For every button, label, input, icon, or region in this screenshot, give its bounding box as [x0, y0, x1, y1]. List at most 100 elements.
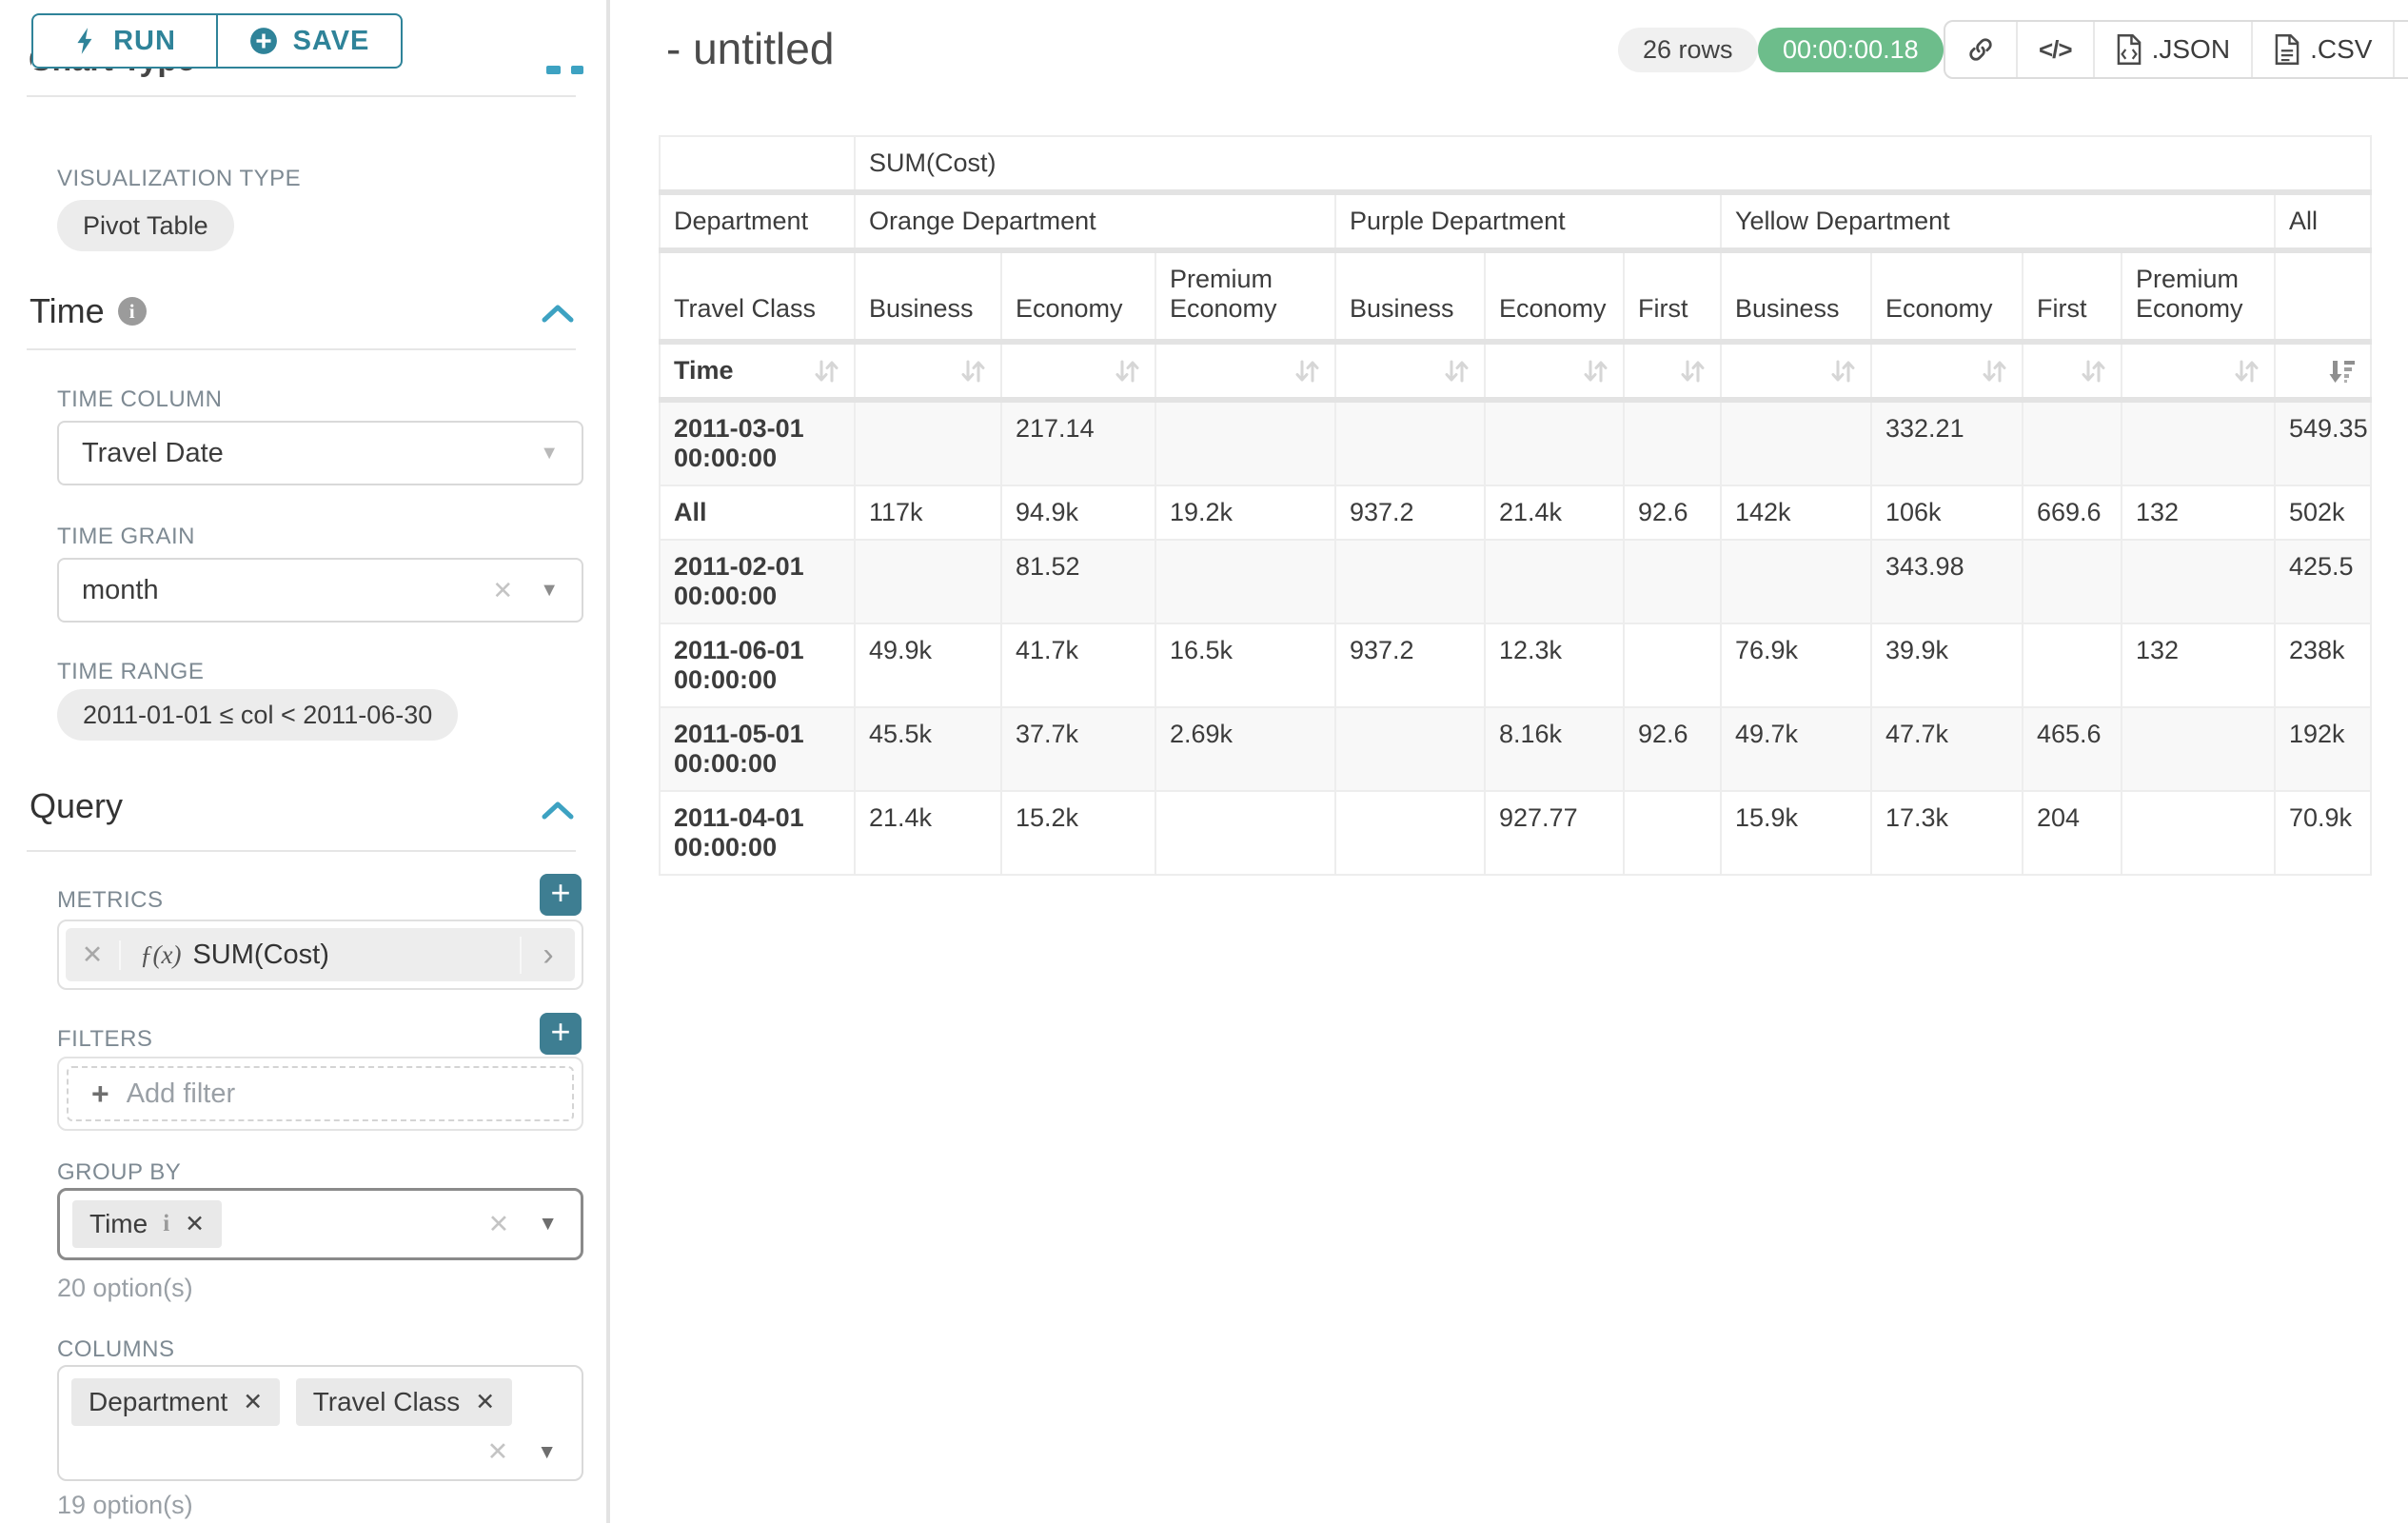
export-csv-button[interactable]: .CSV — [2253, 22, 2396, 77]
sort-icon[interactable] — [1113, 357, 1141, 386]
caret-down-icon[interactable]: ▼ — [537, 1440, 557, 1463]
pivot-value-cell: 937.2 — [1334, 485, 1486, 541]
sort-icon[interactable] — [1678, 357, 1707, 386]
pivot-value-cell: 49.9k — [854, 623, 1002, 708]
pivot-value-cell: 332.21 — [1870, 399, 2023, 486]
metric-body: ƒ(x) SUM(Cost) — [121, 940, 520, 971]
run-button[interactable]: RUN — [31, 13, 217, 69]
save-button[interactable]: SAVE — [217, 13, 403, 69]
sort-icon[interactable] — [812, 357, 840, 386]
pivot-value-cell: 39.9k — [1870, 623, 2023, 708]
link-icon — [1969, 38, 1992, 61]
select-controls: ✕ ▼ — [488, 1210, 558, 1239]
chart-title[interactable]: - untitled — [666, 24, 835, 73]
run-label: RUN — [113, 25, 176, 56]
remove-tag-icon[interactable]: ✕ — [185, 1211, 206, 1237]
tag-label: Time — [89, 1209, 148, 1238]
pivot-value-cell: 19.2k — [1155, 485, 1336, 541]
sort-icon[interactable] — [1828, 357, 1857, 386]
table-row: Travel Class Business Economy Premium Econo… — [659, 249, 2373, 345]
table-row: 2011-04-01 00:00:00 21.4k 15.2k 927.77 15.9k… — [659, 790, 2373, 876]
clear-icon[interactable]: ✕ — [492, 575, 514, 604]
chevron-right-icon[interactable]: › — [520, 936, 575, 974]
pivot-col-header: First — [1623, 249, 1722, 345]
add-filter-button[interactable]: + — [540, 1013, 582, 1055]
columns-select[interactable]: Department ✕ Travel Class ✕ ✕ ▼ — [57, 1365, 583, 1481]
clear-icon[interactable]: ✕ — [487, 1209, 510, 1238]
pivot-value-cell — [2121, 790, 2276, 876]
scrolled-icon-fragment — [571, 66, 583, 74]
remove-tag-icon[interactable]: ✕ — [475, 1389, 496, 1415]
pivot-value-cell — [1720, 399, 1872, 486]
sort-icon[interactable] — [2232, 357, 2260, 386]
pivot-value-cell: 70.9k — [2273, 790, 2373, 876]
pivot-row-label: 2011-05-01 00:00:00 — [659, 706, 856, 792]
divider — [27, 850, 576, 852]
pivot-value-cell: 465.6 — [2022, 706, 2122, 792]
sort-icon[interactable] — [958, 357, 987, 386]
sort-header-cell — [2273, 341, 2373, 403]
sort-icon[interactable] — [2079, 357, 2107, 386]
pivot-value-cell: 37.7k — [1000, 706, 1156, 792]
clear-icon[interactable]: ✕ — [486, 1437, 509, 1466]
file-code-icon — [2117, 34, 2141, 65]
pivot-value-cell: 15.2k — [1000, 790, 1156, 876]
export-json-button[interactable]: .JSON — [2095, 22, 2254, 77]
sort-header-cell — [1623, 341, 1722, 403]
group-by-select[interactable]: Time i ✕ ✕ ▼ — [57, 1188, 583, 1260]
sort-icon[interactable] — [1442, 357, 1470, 386]
pivot-value-cell: 12.3k — [1484, 623, 1625, 708]
pivot-value-cell: 927.77 — [1484, 790, 1625, 876]
sort-header-cell — [1484, 341, 1625, 403]
metric-container: ✕ ƒ(x) SUM(Cost) › — [57, 920, 583, 990]
file-text-icon — [2275, 34, 2299, 65]
time-range-pill[interactable]: 2011-01-01 ≤ col < 2011-06-30 — [57, 689, 459, 741]
query-section-title: Query — [30, 786, 123, 826]
info-icon[interactable]: i — [117, 297, 147, 326]
pivot-value-cell — [1623, 623, 1722, 708]
panel-divider[interactable] — [606, 0, 610, 1523]
menu-button[interactable] — [2395, 22, 2408, 77]
caret-down-icon[interactable]: ▼ — [538, 1213, 558, 1235]
pivot-value-cell — [1155, 790, 1336, 876]
chevron-up-icon[interactable] — [542, 303, 574, 324]
sort-icon[interactable] — [1581, 357, 1609, 386]
pivot-value-cell — [1334, 706, 1486, 792]
add-filter-text: Add filter — [126, 1078, 236, 1109]
time-sort-header: Time — [659, 341, 856, 403]
time-section-title: Time i — [30, 291, 147, 331]
pivot-value-cell — [1155, 539, 1336, 624]
remove-tag-icon[interactable]: ✕ — [243, 1389, 264, 1415]
sort-desc-active-icon[interactable] — [2326, 357, 2357, 386]
pivot-value-cell: 192k — [2273, 706, 2373, 792]
scrolled-icon-fragment — [546, 66, 561, 74]
sort-header-cell — [1155, 341, 1336, 403]
metric-pill[interactable]: ✕ ƒ(x) SUM(Cost) › — [66, 928, 575, 981]
group-by-label: GROUP BY — [57, 1159, 182, 1185]
time-title-text: Time — [30, 291, 105, 330]
copy-link-button[interactable] — [1945, 22, 2018, 77]
sort-header-cell — [2121, 341, 2276, 403]
embed-code-button[interactable]: </> — [2018, 22, 2095, 77]
add-filter-dropzone[interactable]: + Add filter — [67, 1066, 574, 1121]
time-column-label: TIME COLUMN — [57, 386, 223, 412]
row-count-badge: 26 rows — [1618, 28, 1758, 72]
pivot-value-cell: 2.69k — [1155, 706, 1336, 792]
time-column-select[interactable]: Travel Date ▼ — [57, 421, 583, 485]
add-metric-button[interactable]: + — [540, 874, 582, 916]
row-dim-label-cell: Department — [659, 191, 856, 253]
info-icon[interactable]: i — [163, 1211, 170, 1236]
pivot-value-cell — [2121, 539, 2276, 624]
sort-header-cell — [1870, 341, 2023, 403]
table-row: SUM(Cost) — [659, 135, 2373, 195]
time-grain-select[interactable]: month ✕ ▼ — [57, 558, 583, 623]
pivot-value-cell: 15.9k — [1720, 790, 1872, 876]
sort-icon[interactable] — [1293, 357, 1321, 386]
pivot-value-cell — [1720, 539, 1872, 624]
pivot-value-cell: 41.7k — [1000, 623, 1156, 708]
remove-metric-icon[interactable]: ✕ — [66, 940, 121, 970]
chevron-up-icon[interactable] — [542, 800, 574, 821]
viz-type-pill[interactable]: Pivot Table — [57, 200, 234, 251]
sort-header-cell — [1334, 341, 1486, 403]
sort-icon[interactable] — [1980, 357, 2008, 386]
